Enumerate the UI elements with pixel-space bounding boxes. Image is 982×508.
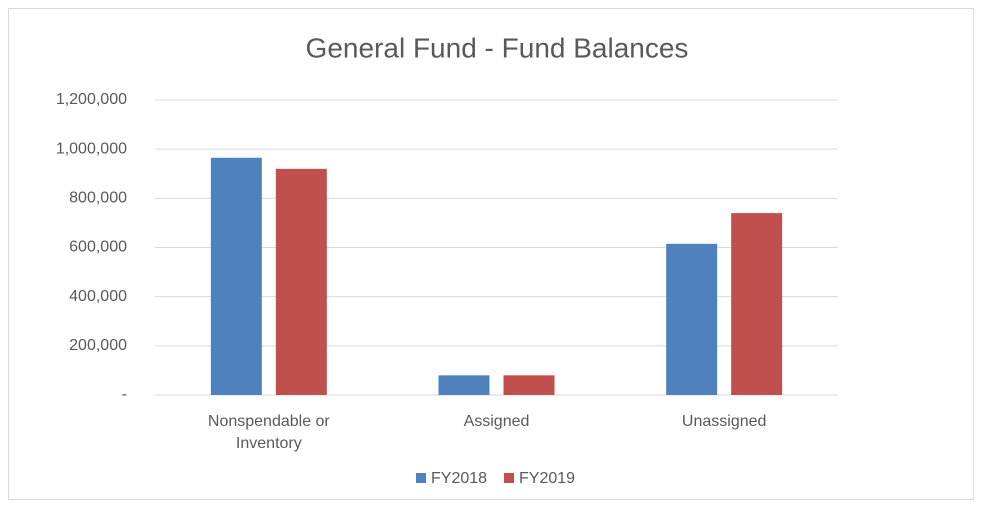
- x-tick-label: Assigned: [463, 413, 530, 430]
- y-tick-label: 1,200,000: [56, 91, 127, 108]
- bar: [275, 168, 327, 395]
- chart-border: [8, 8, 974, 500]
- legend-label: FY2019: [519, 470, 575, 487]
- y-tick-label: 800,000: [69, 190, 127, 207]
- x-tick-label: Unassigned: [681, 413, 767, 430]
- y-tick-label: 600,000: [69, 239, 127, 256]
- y-tick-label: -: [122, 386, 127, 403]
- y-tick-label: 200,000: [69, 337, 127, 354]
- y-tick-label: 1,000,000: [56, 140, 127, 157]
- y-tick-label: 400,000: [69, 288, 127, 305]
- bar: [666, 243, 718, 395]
- bar: [731, 213, 783, 395]
- bar: [503, 375, 555, 395]
- legend-label: FY2018: [431, 470, 487, 487]
- bar: [438, 375, 490, 395]
- legend-swatch: [504, 473, 514, 483]
- chart-title: General Fund - Fund Balances: [306, 32, 689, 63]
- x-tick-label: Nonspendable or Inventory: [207, 413, 330, 452]
- bar: [210, 157, 262, 395]
- legend-swatch: [416, 473, 426, 483]
